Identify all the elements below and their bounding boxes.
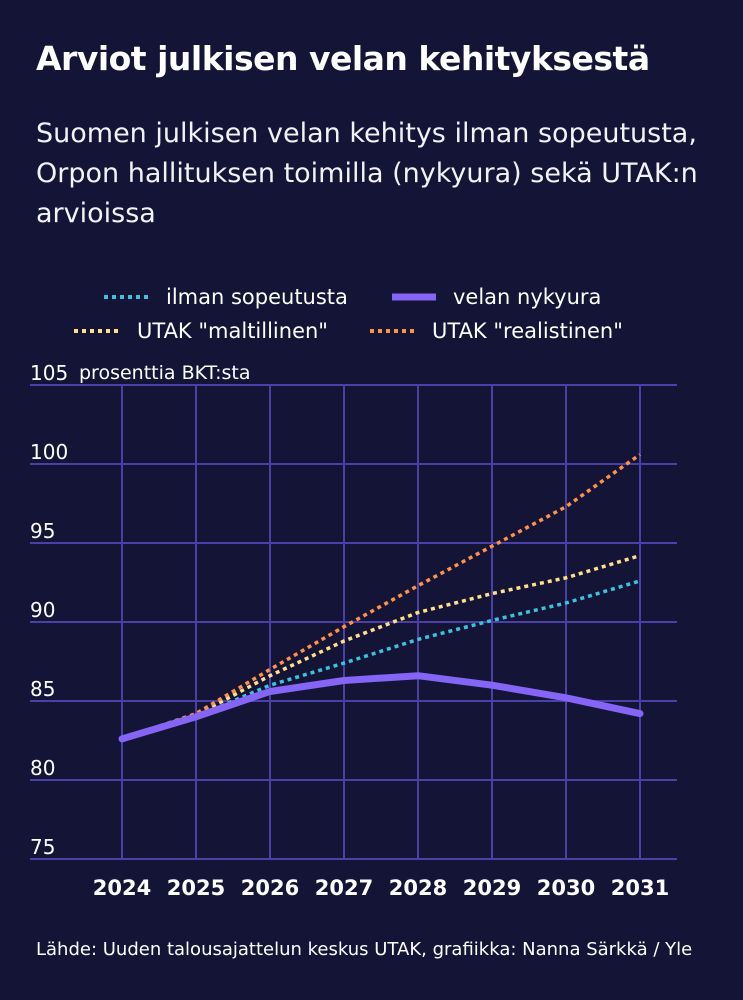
y-tick-label: 95: [30, 519, 55, 543]
y-tick-label: 105: [30, 361, 68, 385]
x-tick-label: 2031: [611, 876, 669, 900]
y-tick-label: 75: [30, 835, 55, 859]
y-tick-label: 90: [30, 598, 55, 622]
chart-grid: [30, 384, 677, 860]
chart-subtitle: Suomen julkisen velan kehitys ilman sope…: [36, 118, 698, 229]
legend-label: velan nykyura: [453, 285, 601, 309]
x-tick-label: 2026: [241, 876, 299, 900]
x-tick-label: 2025: [167, 876, 225, 900]
chart-title: Arviot julkisen velan kehityksestä: [36, 39, 650, 78]
legend-label: UTAK "maltillinen": [137, 319, 328, 343]
series-line-1: [118, 672, 644, 743]
x-tick-label: 2027: [315, 876, 373, 900]
y-tick-label: 100: [30, 440, 68, 464]
legend-label: UTAK "realistinen": [432, 319, 623, 343]
legend: ilman sopeutusta velan nykyura UTAK "malti…: [74, 285, 623, 343]
series-line-2: [121, 553, 641, 741]
y-axis: 75 80 85 90 95 100 105: [30, 361, 68, 859]
y-tick-label: 80: [30, 756, 55, 780]
series-lines: [118, 453, 644, 743]
x-tick-label: 2024: [93, 876, 151, 900]
x-tick-label: 2030: [537, 876, 595, 900]
legend-label: ilman sopeutusta: [166, 285, 348, 309]
y-axis-label: prosenttia BKT:sta: [79, 362, 251, 384]
series-line-3: [121, 453, 642, 741]
x-axis: 2024 2025 2026 2027 2028 2029 2030 2031: [93, 876, 669, 900]
y-tick-label: 85: [30, 677, 55, 701]
x-tick-label: 2028: [389, 876, 447, 900]
x-tick-label: 2029: [463, 876, 521, 900]
source-credit: Lähde: Uuden talousajattelun keskus UTAK…: [36, 939, 693, 960]
